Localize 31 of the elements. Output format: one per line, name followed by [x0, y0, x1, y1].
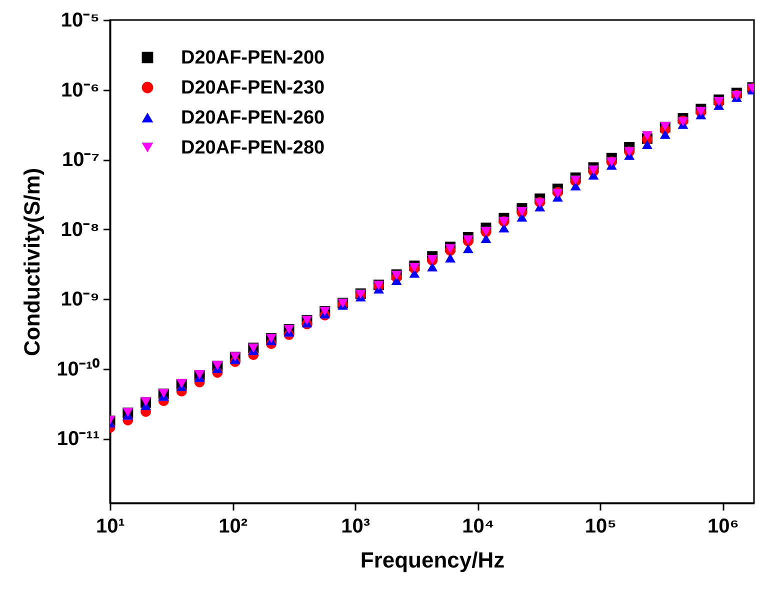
x-axis-title: Frequency/Hz: [360, 548, 505, 572]
y-tick-label: 10⁻⁵: [60, 10, 100, 32]
y-tick-label: 10⁻⁸: [60, 218, 100, 241]
point: [642, 140, 652, 149]
point: [445, 253, 456, 262]
y-tick-label: 10⁻¹¹: [56, 428, 100, 450]
point: [642, 131, 652, 140]
y-tick-label: 10⁻⁹: [60, 288, 100, 311]
point: [409, 268, 420, 278]
point: [570, 181, 581, 190]
y-tick-label: 10⁻¹⁰: [56, 357, 100, 380]
y-tick-label: 10⁻⁶: [61, 79, 100, 102]
point: [427, 262, 438, 272]
x-tick-label: 10²: [218, 516, 248, 538]
legend-label: D20AF-PEN-260: [181, 108, 325, 128]
x-tick-label: 10¹: [96, 516, 126, 538]
x-tick-label: 10⁶: [707, 516, 739, 538]
x-tick-label: 10³: [341, 516, 370, 538]
legend-label: D20AF-PEN-200: [181, 48, 325, 68]
legend-label: D20AF-PEN-230: [181, 78, 325, 98]
x-tick-label: 10⁴: [462, 516, 494, 538]
point: [480, 234, 492, 244]
legend-label: D20AF-PEN-280: [181, 138, 325, 158]
point: [516, 212, 528, 222]
point: [445, 244, 456, 254]
point: [498, 223, 510, 232]
y-axis-title: Conductivity(S/m): [20, 168, 45, 356]
y-tick-label: 10⁻⁷: [62, 149, 100, 172]
point: [462, 244, 474, 254]
point: [660, 130, 670, 139]
x-tick-label: 10⁵: [584, 516, 616, 538]
